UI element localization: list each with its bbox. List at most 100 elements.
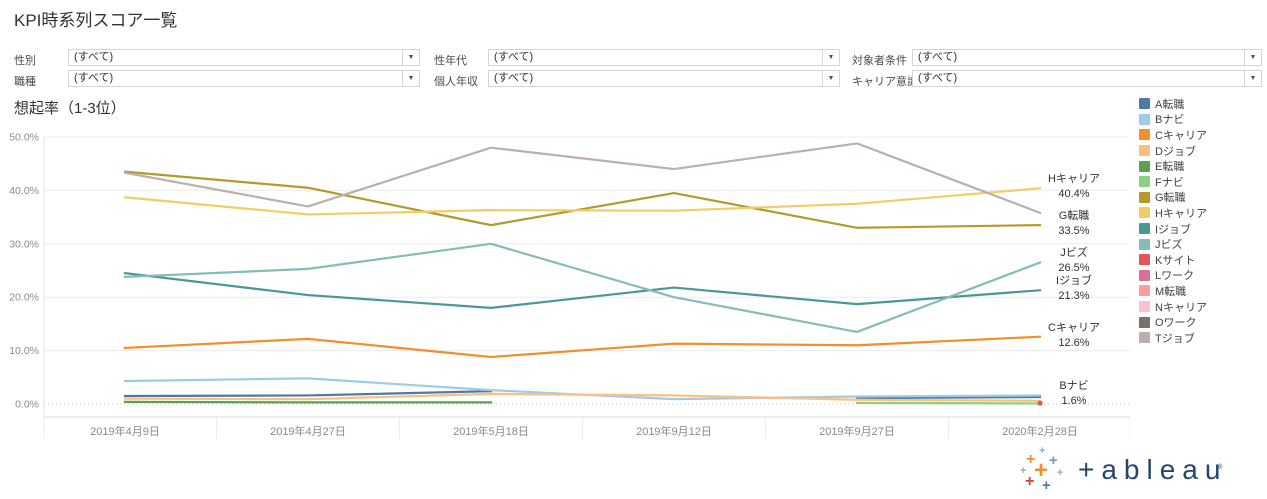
legend-item-label: Iジョブ bbox=[1155, 223, 1192, 236]
svg-text:20.0%: 20.0% bbox=[9, 292, 39, 304]
legend-swatch-icon bbox=[1139, 238, 1150, 250]
page-title: KPI時系列スコア一覧 bbox=[14, 11, 178, 30]
tableau-plus-cluster-icon: + + + + + + + + bbox=[1020, 445, 1064, 494]
legend-item[interactable]: Tジョブ bbox=[1139, 330, 1264, 346]
legend-item-label: Nキャリア bbox=[1155, 301, 1207, 314]
legend-item[interactable]: Hキャリア bbox=[1139, 205, 1264, 221]
line-end-label-value: 26.5% bbox=[1058, 262, 1090, 275]
filter-label-occupation: 職種 bbox=[14, 76, 36, 88]
svg-text:2019年5月18日: 2019年5月18日 bbox=[453, 424, 529, 438]
filter-gender-value: (すべて) bbox=[74, 51, 114, 63]
line-end-label-name: Hキャリア bbox=[1048, 173, 1100, 186]
line-end-label-name: Cキャリア bbox=[1048, 321, 1100, 334]
legend-item-label: M転職 bbox=[1155, 285, 1187, 298]
caret-down-icon: ▼ bbox=[827, 54, 835, 61]
legend-item[interactable]: Cキャリア bbox=[1139, 127, 1264, 143]
legend-swatch-icon bbox=[1139, 176, 1150, 188]
legend-item[interactable]: M転職 bbox=[1139, 283, 1264, 299]
tableau-wordmark: +ableau ® bbox=[1078, 454, 1230, 485]
line-end-label-value: 21.3% bbox=[1058, 290, 1090, 303]
legend-item[interactable]: Dジョブ bbox=[1139, 143, 1264, 159]
svg-text:10.0%: 10.0% bbox=[9, 345, 39, 357]
legend-item[interactable]: Jビズ bbox=[1139, 236, 1264, 252]
legend-item[interactable]: Lワーク bbox=[1139, 268, 1264, 284]
filter-label-income: 個人年収 bbox=[434, 76, 478, 88]
legend-item-label: A転職 bbox=[1155, 98, 1185, 111]
legend-swatch-icon bbox=[1139, 332, 1150, 344]
caret-down-icon: ▼ bbox=[827, 75, 835, 82]
filter-income-value: (すべて) bbox=[494, 72, 534, 84]
legend-item-label: Fナビ bbox=[1155, 176, 1184, 189]
line-end-label-value: 40.4% bbox=[1058, 188, 1090, 201]
kpi-timeseries-chart: 想起率（1-3位） 0.0% 10.0% 20.0% 30.0% 40.0% 50.0% 2… bbox=[0, 95, 1267, 455]
legend-item[interactable]: Fナビ bbox=[1139, 174, 1264, 190]
filter-age-dropdown[interactable]: (すべて) ▼ bbox=[488, 49, 840, 66]
legend-item[interactable]: Oワーク bbox=[1139, 314, 1264, 330]
filter-income-dropdown[interactable]: (すべて) ▼ bbox=[488, 70, 840, 87]
legend-item-label: Oワーク bbox=[1155, 317, 1197, 330]
legend: A転職 Bナビ Cキャリア Dジョブ E転職 Fナビ G転職 Hキャリア Iジョブ Jビズ Kサイト… bbox=[1139, 96, 1264, 346]
filter-label-target-condition: 対象者条件 bbox=[852, 55, 907, 67]
svg-text:2019年9月27日: 2019年9月27日 bbox=[819, 424, 895, 438]
legend-item-label: Jビズ bbox=[1155, 239, 1183, 252]
chart-title: 想起率（1-3位） bbox=[14, 100, 126, 117]
legend-item-label: Kサイト bbox=[1155, 254, 1196, 267]
legend-item[interactable]: E転職 bbox=[1139, 158, 1264, 174]
line-end-label-value: 33.5% bbox=[1058, 225, 1090, 238]
filter-occupation-value: (すべて) bbox=[74, 72, 114, 84]
legend-swatch-icon bbox=[1139, 191, 1150, 203]
line-plot-area[interactable]: 0.0% 10.0% 20.0% 30.0% 40.0% 50.0% 2019年4月9日 20… bbox=[0, 95, 1130, 450]
caret-down-icon: ▼ bbox=[1249, 75, 1257, 82]
legend-swatch-icon bbox=[1139, 129, 1150, 141]
svg-text:2019年4月9日: 2019年4月9日 bbox=[90, 424, 160, 438]
filter-gender-dropdown[interactable]: (すべて) ▼ bbox=[68, 49, 420, 66]
legend-swatch-icon bbox=[1139, 145, 1150, 157]
legend-item[interactable]: Kサイト bbox=[1139, 252, 1264, 268]
legend-swatch-icon bbox=[1139, 301, 1150, 313]
legend-swatch-icon bbox=[1139, 98, 1150, 110]
filter-label-career-mindset: キャリア意識 bbox=[852, 76, 918, 88]
tableau-logo[interactable]: + + + + + + + + +ableau ® bbox=[1020, 446, 1252, 494]
legend-swatch-icon bbox=[1139, 113, 1150, 125]
filter-occupation-dropdown[interactable]: (すべて) ▼ bbox=[68, 70, 420, 87]
legend-item-label: Dジョブ bbox=[1155, 145, 1196, 158]
svg-text:2019年4月27日: 2019年4月27日 bbox=[270, 424, 346, 438]
filter-target-condition-dropdown[interactable]: (すべて) ▼ bbox=[912, 49, 1262, 66]
legend-item-label: Cキャリア bbox=[1155, 129, 1207, 142]
legend-item[interactable]: Iジョブ bbox=[1139, 221, 1264, 237]
line-end-label-value: 12.6% bbox=[1058, 336, 1090, 349]
legend-item[interactable]: G転職 bbox=[1139, 190, 1264, 206]
filter-career-mindset-dropdown[interactable]: (すべて) ▼ bbox=[912, 70, 1262, 87]
dropdown-arrow-button[interactable]: ▼ bbox=[1244, 50, 1261, 65]
line-end-label-name: Iジョブ bbox=[1055, 275, 1093, 288]
legend-item-label: Bナビ bbox=[1155, 114, 1185, 127]
filter-label-gender: 性別 bbox=[14, 55, 36, 67]
dropdown-arrow-button[interactable]: ▼ bbox=[1244, 71, 1261, 86]
line-end-label-name: Bナビ bbox=[1059, 380, 1089, 393]
legend-item-label: E転職 bbox=[1155, 161, 1185, 174]
dropdown-arrow-button[interactable]: ▼ bbox=[402, 71, 419, 86]
legend-swatch-icon bbox=[1139, 285, 1150, 297]
dropdown-arrow-button[interactable]: ▼ bbox=[822, 50, 839, 65]
svg-text:50.0%: 50.0% bbox=[9, 132, 39, 144]
legend-item-label: Lワーク bbox=[1155, 270, 1195, 283]
svg-text:2020年2月28日: 2020年2月28日 bbox=[1002, 424, 1078, 438]
dropdown-arrow-button[interactable]: ▼ bbox=[402, 50, 419, 65]
dropdown-arrow-button[interactable]: ▼ bbox=[822, 71, 839, 86]
caret-down-icon: ▼ bbox=[407, 54, 415, 61]
legend-swatch-icon bbox=[1139, 254, 1150, 266]
legend-item[interactable]: Nキャリア bbox=[1139, 299, 1264, 315]
legend-item[interactable]: Bナビ bbox=[1139, 112, 1264, 128]
line-end-label-name: G転職 bbox=[1058, 210, 1090, 223]
svg-text:40.0%: 40.0% bbox=[9, 185, 39, 197]
filter-age-value: (すべて) bbox=[494, 51, 534, 63]
legend-swatch-icon bbox=[1139, 316, 1150, 328]
filter-label-age: 性年代 bbox=[434, 55, 467, 67]
filter-target-condition-value: (すべて) bbox=[918, 51, 958, 63]
registered-mark: ® bbox=[1217, 464, 1230, 471]
legend-swatch-icon bbox=[1139, 223, 1150, 235]
legend-item-label: Hキャリア bbox=[1155, 207, 1207, 220]
svg-text:0.0%: 0.0% bbox=[15, 399, 39, 411]
line-end-label-value: 1.6% bbox=[1061, 395, 1087, 408]
legend-item[interactable]: A転職 bbox=[1139, 96, 1264, 112]
